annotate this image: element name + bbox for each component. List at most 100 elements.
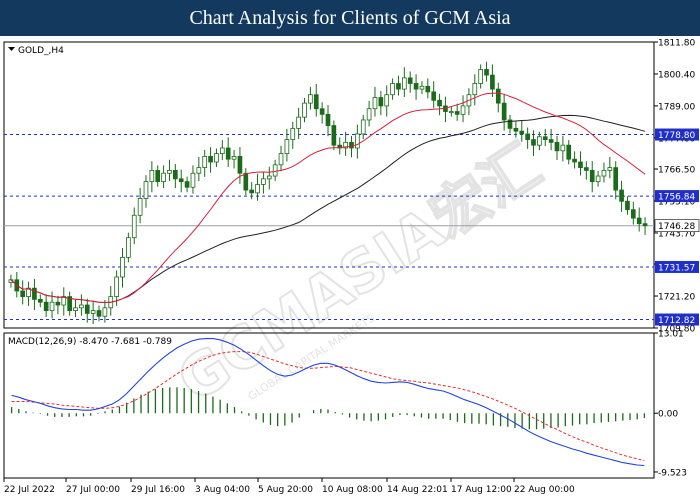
- candle-body: [290, 127, 296, 140]
- candle-body: [325, 113, 331, 126]
- candle-body: [126, 237, 131, 258]
- x-tick-label: 3 Aug 04:00: [195, 485, 250, 495]
- macd-pane-border: [3, 332, 655, 479]
- candle-body: [601, 170, 607, 177]
- candle-body: [401, 77, 407, 90]
- candle-body: [308, 94, 313, 104]
- candle-body: [319, 108, 325, 115]
- macd-title: MACD(12,26,9) -8.470 -7.681 -0.789: [8, 337, 172, 347]
- time-axis: 22 Jul 2022 27 Jul 00:00 29 Jul 16:00 3 Aug…: [3, 478, 575, 495]
- current-price-badge: [654, 219, 700, 233]
- candle-body: [548, 139, 554, 143]
- candle-body: [261, 178, 266, 185]
- macd-histogram: [10, 387, 646, 430]
- candle-body: [630, 209, 636, 219]
- candle-body: [278, 153, 284, 166]
- candle-body: [219, 147, 225, 154]
- level-badge: [655, 313, 699, 326]
- candle-body: [554, 141, 560, 152]
- candle-body: [196, 167, 202, 174]
- macd-pane: MACD(12,26,9) -8.470 -7.681 -0.789 13.01 0…: [3, 330, 687, 479]
- candle-body: [501, 102, 507, 121]
- candle-body: [460, 105, 466, 115]
- candle-body: [296, 116, 301, 129]
- candle-body: [272, 164, 278, 177]
- candle-body: [584, 167, 589, 171]
- candle-body: [572, 158, 577, 163]
- candle-body: [607, 167, 613, 171]
- candle-body: [302, 102, 307, 118]
- candle-body: [495, 88, 501, 104]
- level-label: 1756.84: [658, 193, 695, 203]
- candle-body: [102, 307, 108, 317]
- candle-body: [143, 181, 149, 199]
- candle-body: [360, 119, 366, 135]
- candle-body: [343, 141, 348, 149]
- candle-body: [507, 119, 513, 129]
- candle-body: [79, 304, 84, 309]
- candle-body: [231, 155, 237, 160]
- candle-body: [595, 175, 601, 183]
- x-tick-label: 22 Aug 00:00: [514, 485, 575, 495]
- candle-body: [578, 161, 583, 169]
- candle-body: [284, 139, 290, 154]
- macd-y-tick-label: 0.00: [658, 410, 678, 420]
- candle-body: [636, 217, 642, 225]
- candle-body: [355, 133, 360, 149]
- ma-fast-line: [10, 92, 646, 304]
- price-pane-border: [3, 41, 655, 329]
- candle-body: [61, 296, 67, 306]
- candle-body: [49, 301, 55, 312]
- current-price-label: 1746.28: [658, 222, 695, 232]
- candle-body: [454, 111, 460, 115]
- macd-line: [11, 338, 645, 467]
- candle-body: [26, 287, 31, 297]
- level-badge: [655, 128, 699, 141]
- candle-body: [566, 144, 572, 160]
- level-label: 1778.80: [658, 131, 695, 141]
- candle-body: [137, 198, 143, 216]
- symbol-label: GOLD_,H4: [18, 46, 64, 56]
- candle-body: [266, 175, 272, 180]
- candle-body: [619, 189, 624, 202]
- collapse-icon[interactable]: [8, 47, 15, 51]
- candle-body: [225, 147, 231, 160]
- y-tick-label: 1743.70: [658, 229, 695, 239]
- level-badge: [655, 260, 699, 273]
- level-label: 1712.82: [658, 316, 695, 326]
- candle-body: [589, 170, 595, 183]
- candle-body: [67, 296, 72, 312]
- candle-body: [131, 214, 137, 239]
- candle-body: [249, 189, 255, 194]
- candle-body: [190, 172, 196, 188]
- chart-canvas: GCMASIA宏汇 GLOBAL CAPITAL MARKETS 1811.80…: [0, 36, 700, 500]
- candle-body: [84, 304, 90, 314]
- candle-body: [202, 155, 208, 169]
- candle-body: [149, 170, 155, 183]
- candle-body: [37, 298, 43, 303]
- candle-body: [155, 170, 161, 183]
- macd-y-tick-label: 13.01: [658, 330, 684, 340]
- price-pane: 1811.801800.401789.001777.601766.501755.…: [3, 39, 700, 335]
- level-label: 1731.57: [658, 263, 695, 273]
- candle-body: [560, 144, 566, 152]
- y-tick-label: 1709.80: [658, 325, 695, 335]
- candle-body: [425, 85, 431, 93]
- candle-body: [431, 91, 437, 101]
- y-tick-label: 1811.80: [658, 39, 695, 49]
- candle-body: [184, 181, 190, 188]
- y-tick-label: 1755.10: [658, 197, 695, 207]
- candle-body: [378, 97, 384, 107]
- candle-body: [32, 287, 37, 300]
- candle-body: [625, 200, 630, 211]
- x-tick-label: 5 Aug 20:00: [258, 485, 313, 495]
- y-tick-label: 1800.40: [658, 70, 695, 80]
- candle-body: [366, 108, 372, 121]
- y-tick-label: 1766.50: [658, 166, 695, 176]
- candle-body: [413, 83, 419, 90]
- candle-body: [490, 74, 495, 90]
- candle-body: [537, 136, 542, 146]
- candle-body: [484, 69, 489, 76]
- candle-body: [96, 310, 102, 317]
- candle-body: [472, 83, 478, 96]
